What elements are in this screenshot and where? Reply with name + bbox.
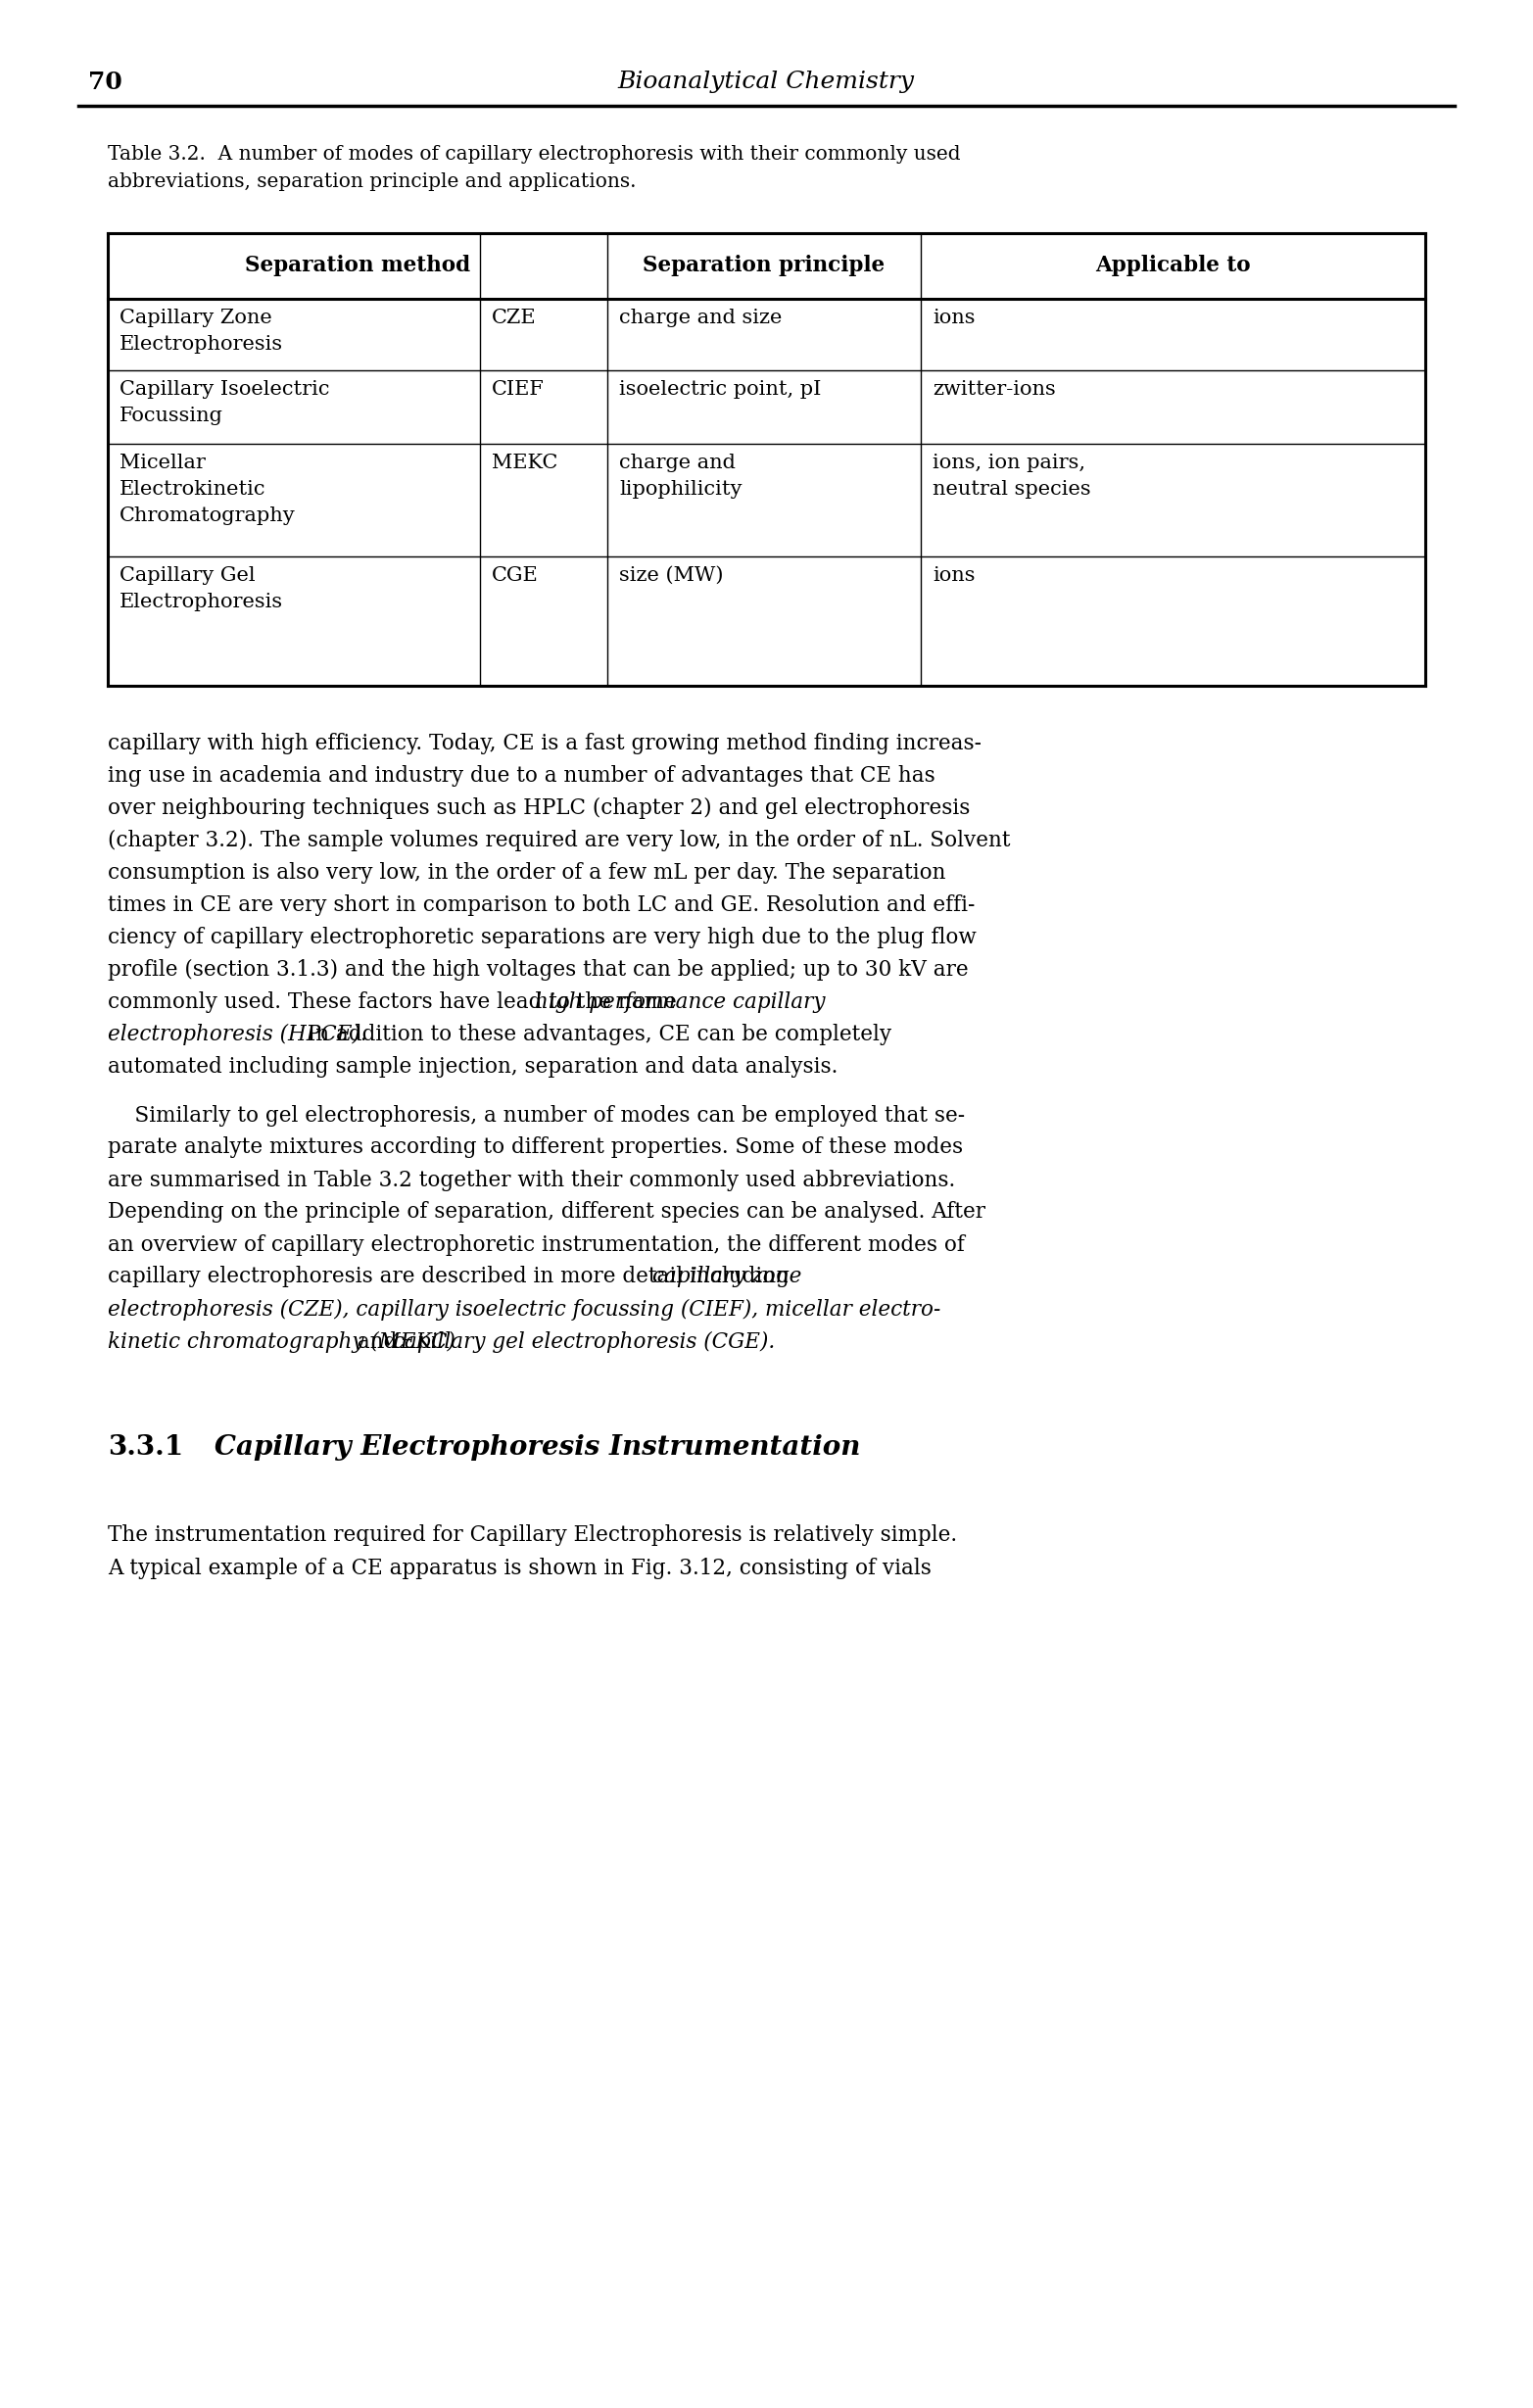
Text: Electrophoresis: Electrophoresis [120,335,284,354]
Text: ciency of capillary electrophoretic separations are very high due to the plug fl: ciency of capillary electrophoretic sepa… [107,927,977,949]
Text: electrophoresis (HPCE).: electrophoresis (HPCE). [107,1023,366,1045]
Text: 70: 70 [89,70,123,94]
Text: CGE: CGE [492,566,538,585]
Text: automated including sample injection, separation and data analysis.: automated including sample injection, se… [107,1057,839,1079]
Text: CIEF: CIEF [492,380,544,400]
Text: ions: ions [932,566,975,585]
Text: zwitter-ions: zwitter-ions [932,380,1056,400]
Text: Micellar: Micellar [120,453,205,472]
Text: ing use in academia and industry due to a number of advantages that CE has: ing use in academia and industry due to … [107,766,935,787]
Text: Capillary Electrophoresis Instrumentation: Capillary Electrophoresis Instrumentatio… [185,1435,860,1462]
Text: Focussing: Focussing [120,407,224,426]
Text: high performance capillary: high performance capillary [535,992,825,1014]
Text: and: and [351,1332,403,1353]
Text: electrophoresis (CZE), capillary isoelectric focussing (CIEF), micellar electro-: electrophoresis (CZE), capillary isoelec… [107,1298,941,1320]
Text: Separation method: Separation method [245,255,471,277]
Text: commonly used. These factors have lead to the name: commonly used. These factors have lead t… [107,992,684,1014]
Text: Capillary Isoelectric: Capillary Isoelectric [120,380,330,400]
Text: times in CE are very short in comparison to both LC and GE. Resolution and effi-: times in CE are very short in comparison… [107,893,975,915]
Text: A typical example of a CE apparatus is shown in Fig. 3.12, consisting of vials: A typical example of a CE apparatus is s… [107,1558,932,1580]
Text: Table 3.2.  A number of modes of capillary electrophoresis with their commonly u: Table 3.2. A number of modes of capillar… [107,144,961,164]
Text: capillary electrophoresis are described in more detail including: capillary electrophoresis are described … [107,1267,796,1288]
Text: CZE: CZE [492,308,537,327]
Text: are summarised in Table 3.2 together with their commonly used abbreviations.: are summarised in Table 3.2 together wit… [107,1170,955,1192]
Text: The instrumentation required for Capillary Electrophoresis is relatively simple.: The instrumentation required for Capilla… [107,1524,957,1546]
Text: Separation principle: Separation principle [642,255,885,277]
Text: profile (section 3.1.3) and the high voltages that can be applied; up to 30 kV a: profile (section 3.1.3) and the high vol… [107,958,969,980]
Text: 3.3.1: 3.3.1 [107,1435,184,1462]
Text: lipophilicity: lipophilicity [619,479,742,498]
Text: ions: ions [932,308,975,327]
Text: charge and size: charge and size [619,308,782,327]
Text: (chapter 3.2). The sample volumes required are very low, in the order of nL. Sol: (chapter 3.2). The sample volumes requir… [107,831,1010,852]
Text: kinetic chromatography (MEKC): kinetic chromatography (MEKC) [107,1332,455,1353]
Text: charge and: charge and [619,453,736,472]
Text: In addition to these advantages, CE can be completely: In addition to these advantages, CE can … [300,1023,891,1045]
Text: consumption is also very low, in the order of a few mL per day. The separation: consumption is also very low, in the ord… [107,862,946,884]
Text: size (MW): size (MW) [619,566,724,585]
Text: Similarly to gel electrophoresis, a number of modes can be employed that se-: Similarly to gel electrophoresis, a numb… [107,1105,964,1127]
Text: ions, ion pairs,: ions, ion pairs, [932,453,1085,472]
Text: Capillary Zone: Capillary Zone [120,308,271,327]
Text: capillary gel electrophoresis (CGE).: capillary gel electrophoresis (CGE). [392,1332,774,1353]
Text: Applicable to: Applicable to [1095,255,1251,277]
Text: Electrophoresis: Electrophoresis [120,592,284,612]
Text: MEKC: MEKC [492,453,558,472]
Text: capillary with high efficiency. Today, CE is a fast growing method finding incre: capillary with high efficiency. Today, C… [107,732,981,754]
Text: Electrokinetic: Electrokinetic [120,479,265,498]
Text: over neighbouring techniques such as HPLC (chapter 2) and gel electrophoresis: over neighbouring techniques such as HPL… [107,797,970,819]
Text: Depending on the principle of separation, different species can be analysed. Aft: Depending on the principle of separation… [107,1202,986,1223]
Text: Capillary Gel: Capillary Gel [120,566,256,585]
Text: capillary zone: capillary zone [652,1267,802,1288]
Text: Chromatography: Chromatography [120,506,296,525]
Text: Bioanalytical Chemistry: Bioanalytical Chemistry [618,70,914,94]
Text: parate analyte mixtures according to different properties. Some of these modes: parate analyte mixtures according to dif… [107,1137,963,1158]
Text: neutral species: neutral species [932,479,1091,498]
Text: an overview of capillary electrophoretic instrumentation, the different modes of: an overview of capillary electrophoretic… [107,1233,964,1255]
Text: isoelectric point, pI: isoelectric point, pI [619,380,822,400]
Text: abbreviations, separation principle and applications.: abbreviations, separation principle and … [107,173,636,190]
